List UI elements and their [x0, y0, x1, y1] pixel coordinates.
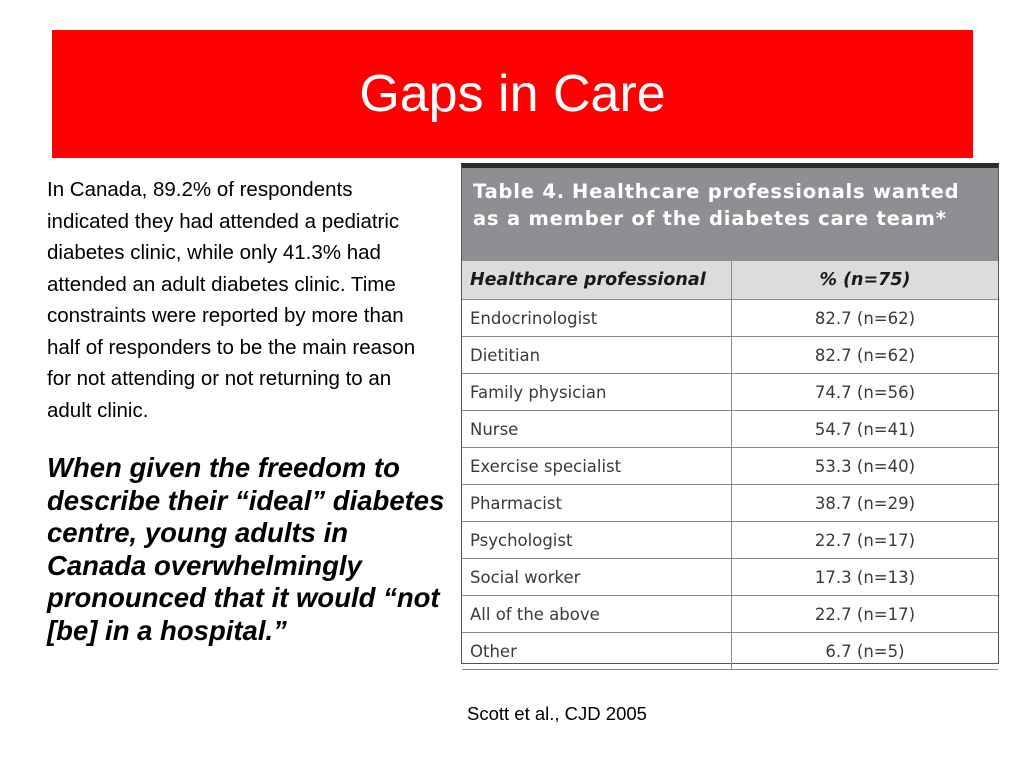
- table-header-row: Healthcare professional % (n=75): [462, 261, 998, 300]
- cell-professional: Nurse: [462, 410, 732, 448]
- table-row: Nurse 54.7 (n=41): [462, 410, 998, 448]
- cell-professional: Family physician: [462, 373, 732, 411]
- professionals-table: Table 4. Healthcare professionals wanted …: [461, 163, 999, 670]
- quote-paragraph: When given the freedom to describe their…: [47, 452, 445, 646]
- cell-value: 17.3 (n=13): [731, 558, 998, 596]
- cell-value: 22.7 (n=17): [731, 595, 998, 633]
- table-row: Pharmacist 38.7 (n=29): [462, 484, 998, 522]
- table-row: Social worker 17.3 (n=13): [462, 558, 998, 596]
- cell-professional: Other: [462, 632, 732, 670]
- table-row: Other 6.7 (n=5): [462, 632, 998, 670]
- header-percent: % (n=75): [731, 261, 998, 300]
- cell-professional: Psychologist: [462, 521, 732, 559]
- cell-professional: Dietitian: [462, 336, 732, 374]
- table-row: All of the above 22.7 (n=17): [462, 595, 998, 633]
- cell-value: 6.7 (n=5): [731, 632, 998, 670]
- table-caption-text: Healthcare professionals wanted as a mem…: [473, 180, 960, 230]
- header-professional: Healthcare professional: [462, 261, 732, 300]
- cell-value: 54.7 (n=41): [731, 410, 998, 448]
- cell-value: 82.7 (n=62): [731, 336, 998, 374]
- cell-professional: Exercise specialist: [462, 447, 732, 485]
- cell-value: 22.7 (n=17): [731, 521, 998, 559]
- cell-value: 82.7 (n=62): [731, 299, 998, 337]
- table-caption: Table 4. Healthcare professionals wanted …: [462, 168, 998, 261]
- cell-value: 53.3 (n=40): [731, 447, 998, 485]
- table-caption-label: Table 4.: [473, 180, 565, 203]
- table-row: Exercise specialist 53.3 (n=40): [462, 447, 998, 485]
- cell-professional: Endocrinologist: [462, 299, 732, 337]
- body-paragraph: In Canada, 89.2% of respondents indicate…: [47, 178, 416, 422]
- cell-professional: All of the above: [462, 595, 732, 633]
- table-row: Dietitian 82.7 (n=62): [462, 336, 998, 374]
- table-row: Family physician 74.7 (n=56): [462, 373, 998, 411]
- cell-professional: Pharmacist: [462, 484, 732, 522]
- table-row: Psychologist 22.7 (n=17): [462, 521, 998, 559]
- table-grid: Healthcare professional % (n=75) Endocri…: [462, 261, 998, 670]
- cell-value: 38.7 (n=29): [731, 484, 998, 522]
- table-row: Endocrinologist 82.7 (n=62): [462, 299, 998, 337]
- cell-professional: Social worker: [462, 558, 732, 596]
- cell-value: 74.7 (n=56): [731, 373, 998, 411]
- citation: Scott et al., CJD 2005: [467, 703, 647, 724]
- slide-title: Gaps in Care: [359, 65, 666, 123]
- title-banner: Gaps in Care: [52, 30, 973, 158]
